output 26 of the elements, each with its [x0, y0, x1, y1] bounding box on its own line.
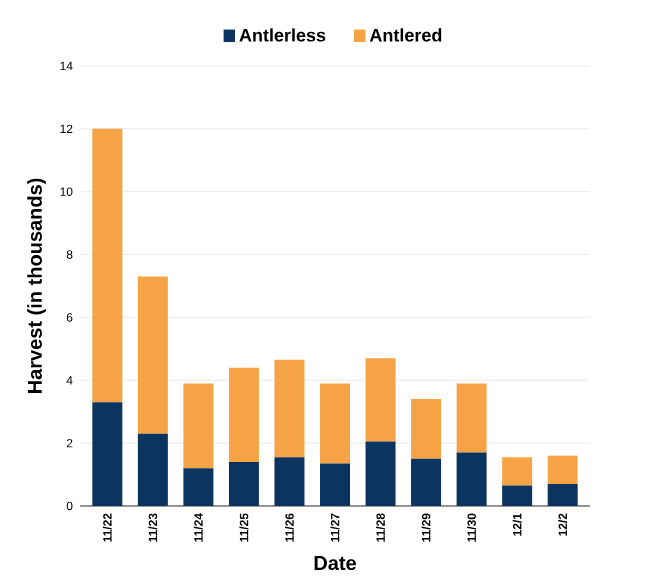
bar: [228, 461, 259, 506]
bar: [411, 458, 442, 506]
bar: [365, 441, 396, 506]
bar: [320, 463, 350, 506]
bar: [92, 128, 123, 403]
bar: [137, 276, 168, 434]
bar: [183, 468, 214, 506]
bar: [228, 367, 259, 462]
bar: [502, 485, 533, 506]
bar: [274, 359, 305, 458]
bar: [320, 383, 350, 464]
bar: [547, 455, 578, 484]
bar: [183, 383, 214, 469]
bar: [456, 383, 487, 453]
legend-label: Antlered: [369, 28, 442, 42]
x-axis-title: Date: [314, 556, 356, 571]
legend-label: Antlerless: [239, 28, 326, 42]
bar: [502, 457, 533, 486]
y-axis-title: Harvest (in thousands): [27, 178, 46, 393]
bar: [365, 358, 396, 442]
bar: [274, 457, 305, 506]
bar: [137, 433, 168, 506]
bar: [547, 483, 578, 506]
bar: [411, 399, 442, 459]
bar: [92, 402, 123, 506]
bar: [456, 452, 487, 506]
